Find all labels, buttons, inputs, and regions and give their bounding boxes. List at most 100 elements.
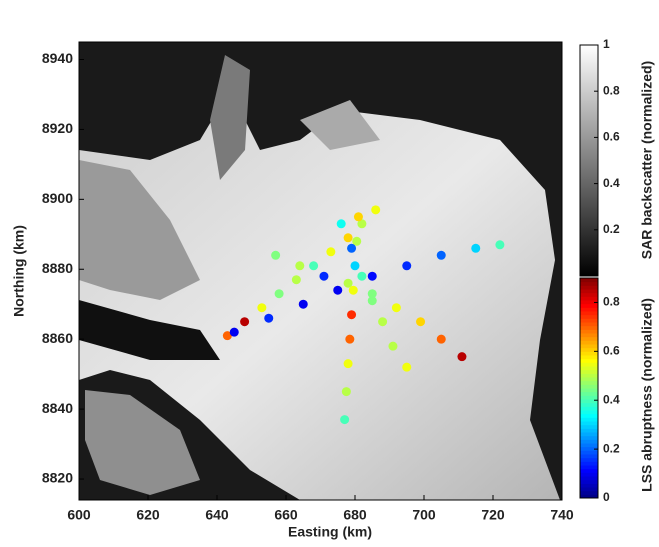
lss-colorbar-strip	[580, 428, 598, 432]
lss-colorbar	[580, 278, 598, 499]
lss-colorbar-strip	[580, 439, 598, 443]
track-point	[230, 328, 239, 337]
y-tick-label: 8840	[42, 400, 73, 416]
lss-colorbar-tick-label: 0.6	[603, 344, 620, 358]
track-point	[388, 342, 397, 351]
track-point	[378, 317, 387, 326]
track-point	[457, 352, 466, 361]
track-point	[351, 261, 360, 270]
track-point	[354, 212, 363, 221]
lss-colorbar-strip	[580, 417, 598, 421]
lss-colorbar-strip	[580, 282, 598, 286]
lss-colorbar-label: LSS abruptness (normalized)	[639, 298, 655, 492]
track-point	[344, 233, 353, 242]
sar-image	[79, 42, 562, 500]
track-point	[349, 286, 358, 295]
lss-colorbar-strip	[580, 403, 598, 407]
track-point	[402, 363, 411, 372]
sar-colorbar-tick-label: 0.8	[603, 83, 620, 97]
lss-colorbar-strip	[580, 359, 598, 363]
track-point	[437, 335, 446, 344]
lss-colorbar-strip	[580, 311, 598, 315]
track-point	[402, 261, 411, 270]
x-tick-label: 720	[481, 507, 505, 523]
track-point	[342, 387, 351, 396]
track-point	[257, 303, 266, 312]
track-point	[392, 303, 401, 312]
lss-colorbar-strip	[580, 465, 598, 469]
track-point	[240, 317, 249, 326]
lss-colorbar-tick-label: 0.8	[603, 295, 620, 309]
lss-colorbar-strip	[580, 487, 598, 491]
sar-colorbar-tick-label: 0.4	[603, 176, 620, 190]
lss-colorbar-strip	[580, 337, 598, 341]
lss-colorbar-strip	[580, 278, 598, 282]
lss-colorbar-strip	[580, 410, 598, 414]
lss-colorbar-strip	[580, 315, 598, 319]
lss-colorbar-strip	[580, 443, 598, 447]
lss-colorbar-tick-label: 0.2	[603, 441, 620, 455]
lss-colorbar-strip	[580, 406, 598, 410]
track-point	[371, 205, 380, 214]
lss-colorbar-strip	[580, 476, 598, 480]
chart: Easting (km) Northing (km) SAR backscatt…	[0, 0, 659, 542]
sar-colorbar	[580, 45, 598, 276]
lss-colorbar-strip	[580, 450, 598, 454]
track-point	[344, 359, 353, 368]
track-point	[319, 272, 328, 281]
lss-colorbar-strip	[580, 454, 598, 458]
track-point	[368, 296, 377, 305]
track-point	[368, 272, 377, 281]
track-point	[471, 244, 480, 253]
track-point	[345, 335, 354, 344]
track-point	[326, 247, 335, 256]
track-point	[357, 272, 366, 281]
y-tick-label: 8860	[42, 330, 73, 346]
lss-colorbar-strip	[580, 333, 598, 337]
lss-colorbar-strip	[580, 491, 598, 495]
track-point	[309, 261, 318, 270]
x-tick-label: 660	[274, 507, 298, 523]
y-tick-label: 8820	[42, 470, 73, 486]
track-point	[299, 300, 308, 309]
lss-colorbar-strip	[580, 458, 598, 462]
sar-colorbar-tick-label: 1	[603, 37, 610, 51]
lss-colorbar-strip	[580, 329, 598, 333]
lss-colorbar-strip	[580, 469, 598, 473]
lss-colorbar-tick-label: 0.4	[603, 392, 620, 406]
lss-colorbar-strip	[580, 318, 598, 322]
lss-colorbar-strip	[580, 344, 598, 348]
sar-colorbar-tick-label: 0.2	[603, 222, 620, 236]
track-point	[264, 314, 273, 323]
lss-colorbar-strip	[580, 392, 598, 396]
lss-colorbar-strip	[580, 395, 598, 399]
x-tick-label: 600	[67, 507, 91, 523]
lss-colorbar-strip	[580, 399, 598, 403]
y-tick-label: 8880	[42, 260, 73, 276]
track-point	[416, 317, 425, 326]
lss-colorbar-strip	[580, 483, 598, 487]
x-tick-label: 620	[136, 507, 160, 523]
lss-colorbar-strip	[580, 326, 598, 330]
x-tick-label: 640	[205, 507, 229, 523]
lss-colorbar-strip	[580, 362, 598, 366]
lss-colorbar-strip	[580, 373, 598, 377]
track-point	[292, 275, 301, 284]
lss-colorbar-strip	[580, 304, 598, 308]
track-point	[495, 240, 504, 249]
lss-colorbar-strip	[580, 351, 598, 355]
lss-colorbar-strip	[580, 480, 598, 484]
lss-colorbar-strip	[580, 377, 598, 381]
lss-colorbar-strip	[580, 432, 598, 436]
lss-colorbar-strip	[580, 436, 598, 440]
lss-colorbar-strip	[580, 421, 598, 425]
lss-colorbar-strip	[580, 370, 598, 374]
y-axis-label: Northing (km)	[11, 225, 27, 317]
lss-colorbar-strip	[580, 296, 598, 300]
lss-colorbar-strip	[580, 289, 598, 293]
lss-colorbar-strip	[580, 322, 598, 326]
lss-colorbar-strip	[580, 472, 598, 476]
track-point	[337, 219, 346, 228]
sar-colorbar-tick-label: 0.6	[603, 130, 620, 144]
lss-colorbar-strip	[580, 355, 598, 359]
